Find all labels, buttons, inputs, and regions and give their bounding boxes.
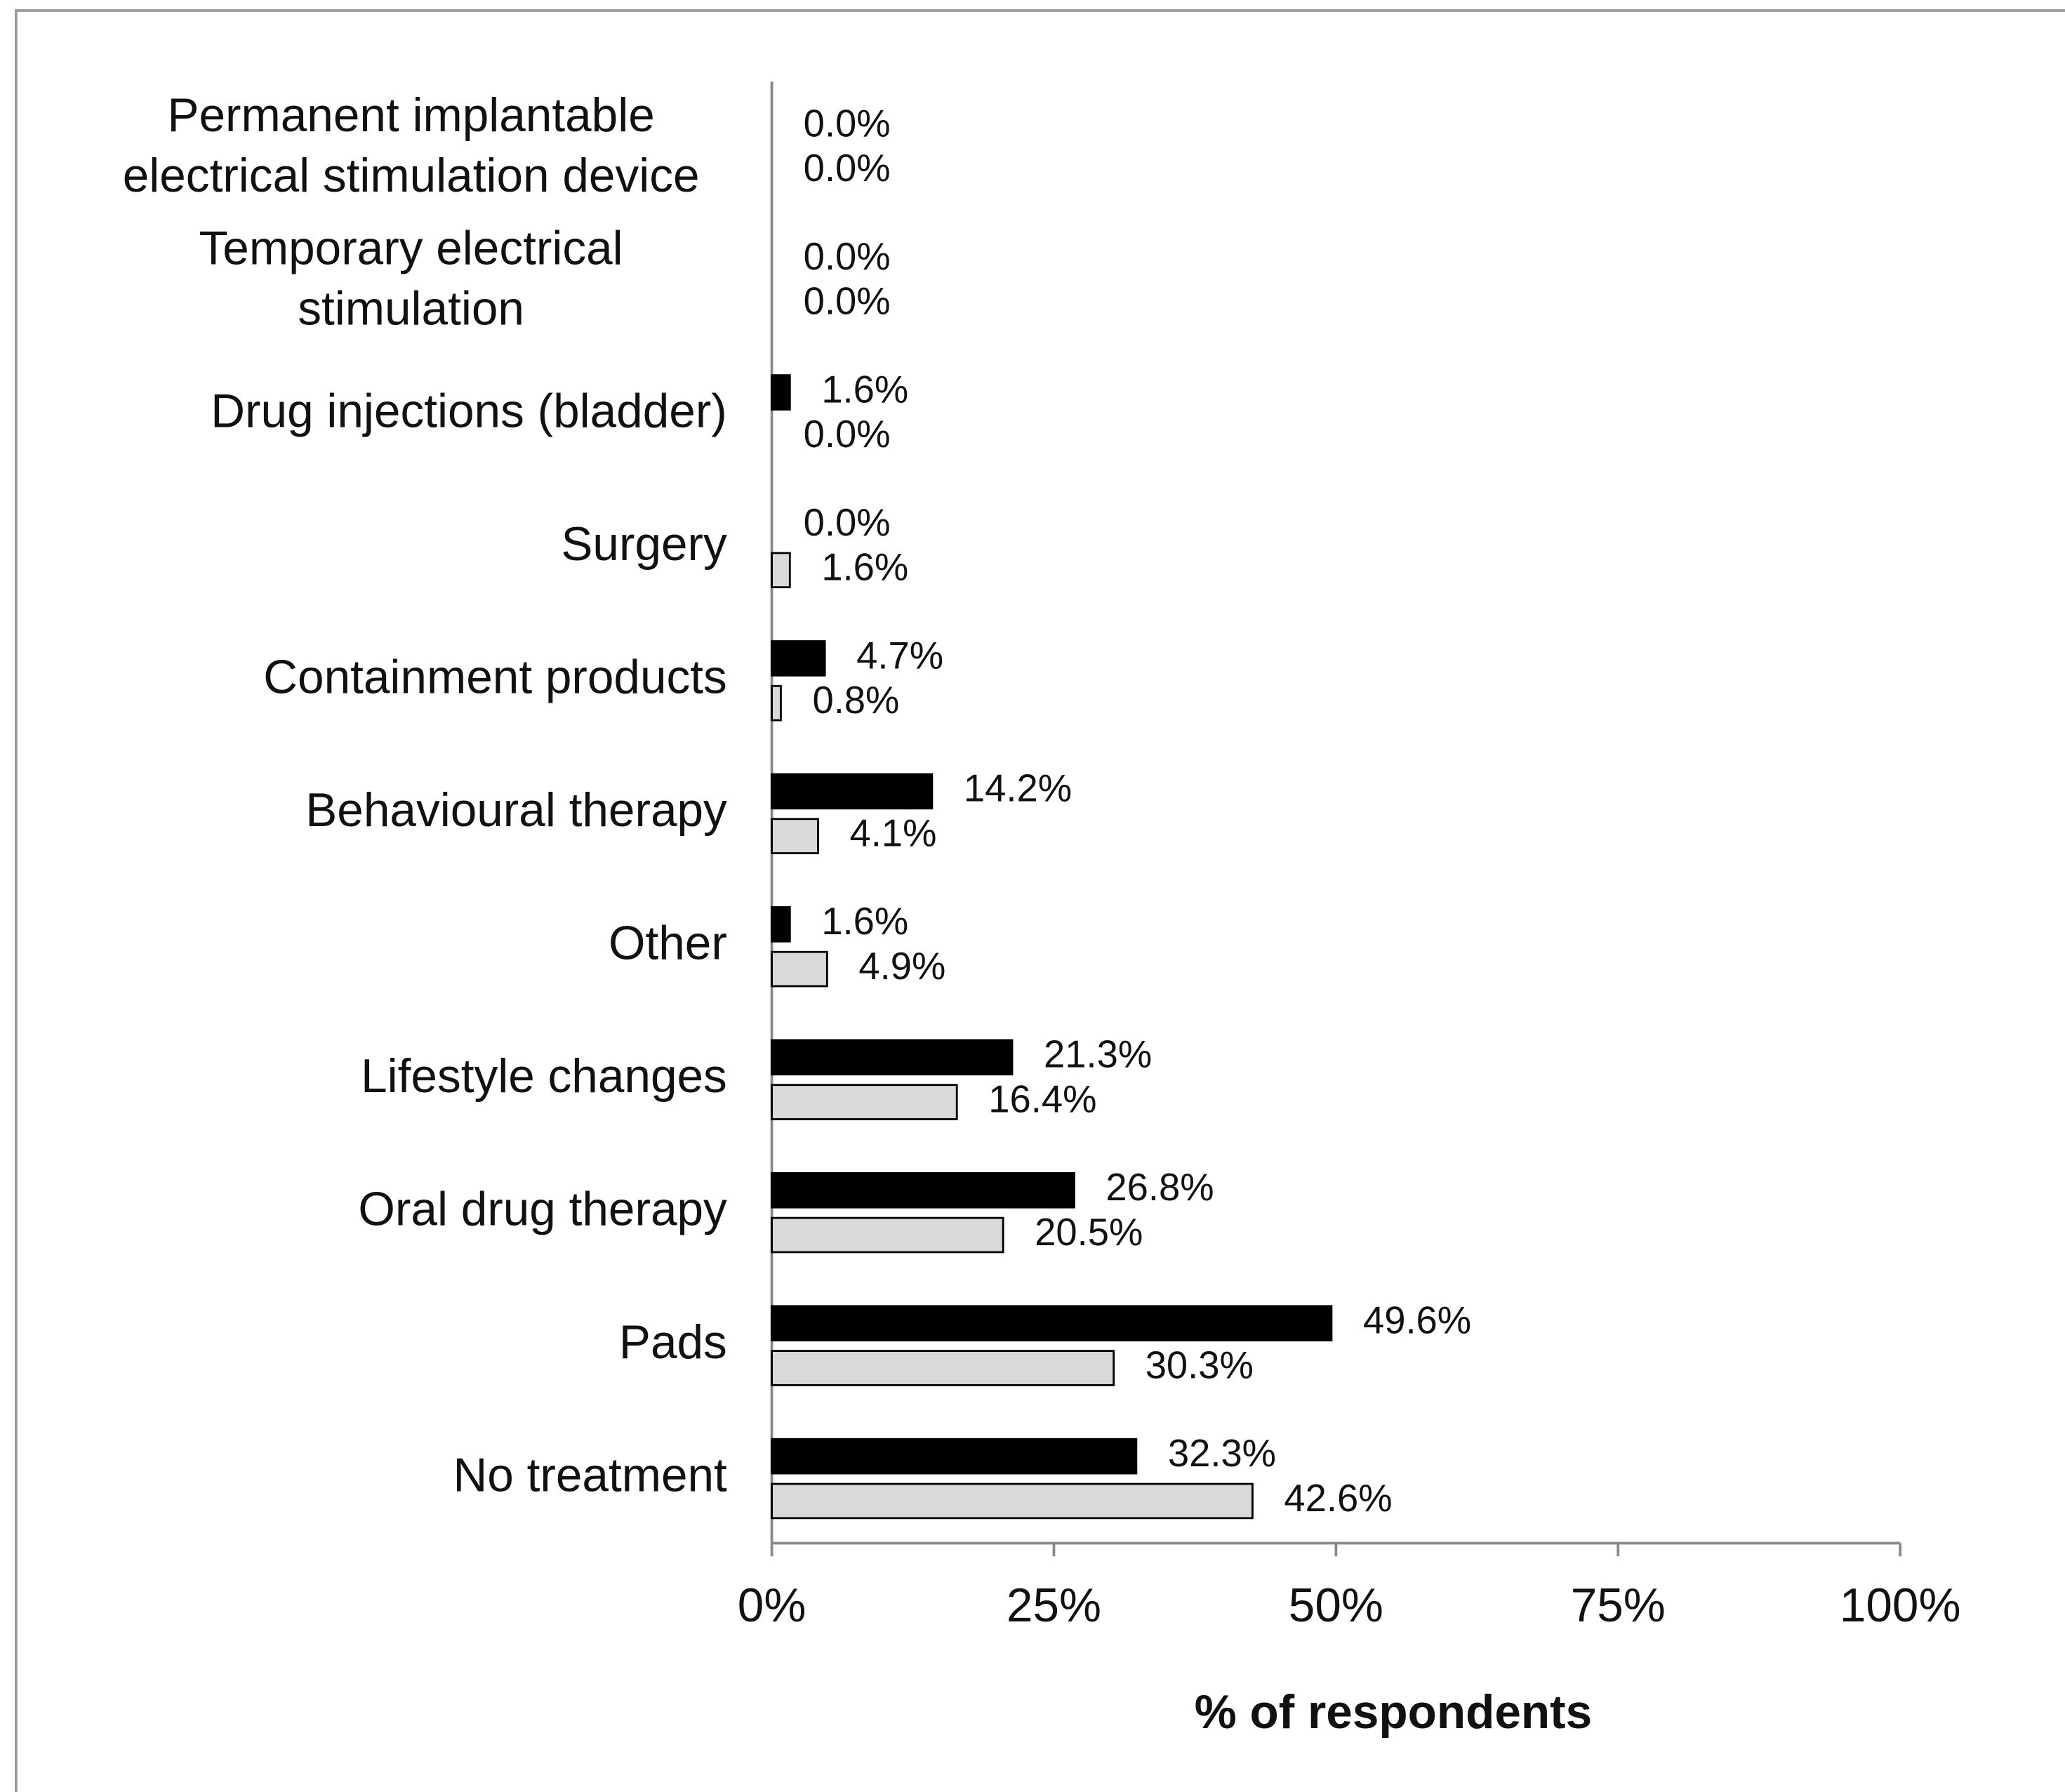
value-label: 30.3% — [1146, 1343, 1254, 1386]
bar — [771, 1084, 958, 1120]
bar — [771, 1350, 1115, 1386]
value-label: 0.0% — [804, 280, 891, 323]
bar — [771, 1039, 1014, 1076]
value-label: 0.0% — [804, 413, 891, 456]
category-label: Drug injections (bladder) — [211, 385, 727, 438]
category-label: Temporary electrical stimulation — [199, 222, 623, 335]
value-label: 0.0% — [804, 501, 891, 544]
category-label: Permanent implantable electrical stimulat… — [123, 89, 700, 202]
x-tick-label: 0% — [738, 1579, 806, 1632]
bar — [771, 640, 826, 677]
value-label: 14.2% — [964, 767, 1072, 810]
bar — [771, 374, 791, 411]
value-label: 1.6% — [821, 900, 908, 943]
value-label: 21.3% — [1044, 1033, 1152, 1076]
value-label: 0.0% — [804, 102, 891, 145]
bar — [771, 1305, 1333, 1341]
value-label: 1.6% — [821, 546, 908, 589]
bar — [771, 906, 791, 943]
value-label: 16.4% — [988, 1077, 1096, 1120]
value-label: 32.3% — [1168, 1432, 1276, 1475]
category-label: Behavioural therapy — [305, 784, 727, 837]
value-label: 20.5% — [1035, 1211, 1143, 1254]
value-label: 49.6% — [1363, 1299, 1471, 1342]
category-label: Lifestyle changes — [361, 1050, 727, 1103]
bar — [771, 552, 791, 589]
value-label: 26.8% — [1105, 1166, 1214, 1209]
category-label: Pads — [619, 1316, 727, 1369]
x-tick-label: 50% — [1289, 1579, 1383, 1632]
x-tick-label: 100% — [1840, 1579, 1961, 1632]
bar — [771, 1172, 1075, 1209]
category-label: Other — [609, 917, 727, 970]
value-label: 1.6% — [821, 368, 908, 411]
bar — [771, 1438, 1138, 1475]
bar — [771, 818, 819, 854]
category-label: No treatment — [453, 1449, 728, 1501]
bar — [771, 773, 934, 810]
value-label: 4.9% — [858, 945, 945, 988]
value-label: 4.1% — [850, 812, 937, 855]
value-label: 0.8% — [812, 679, 899, 722]
frame — [14, 9, 2065, 1792]
category-label: Surgery — [561, 518, 727, 571]
bar — [771, 684, 782, 722]
bar — [771, 1216, 1004, 1254]
bar — [771, 950, 828, 988]
category-label: Containment products — [263, 651, 727, 704]
value-label: 42.6% — [1284, 1477, 1392, 1520]
bar — [771, 1482, 1254, 1520]
x-axis-title: % of respondents — [1195, 1686, 1592, 1739]
x-tick-label: 25% — [1007, 1579, 1101, 1632]
value-label: 0.0% — [804, 147, 891, 190]
value-label: 0.0% — [804, 235, 891, 278]
value-label: 4.7% — [856, 634, 943, 677]
x-tick-label: 75% — [1571, 1579, 1666, 1632]
category-label: Oral drug therapy — [358, 1183, 727, 1235]
